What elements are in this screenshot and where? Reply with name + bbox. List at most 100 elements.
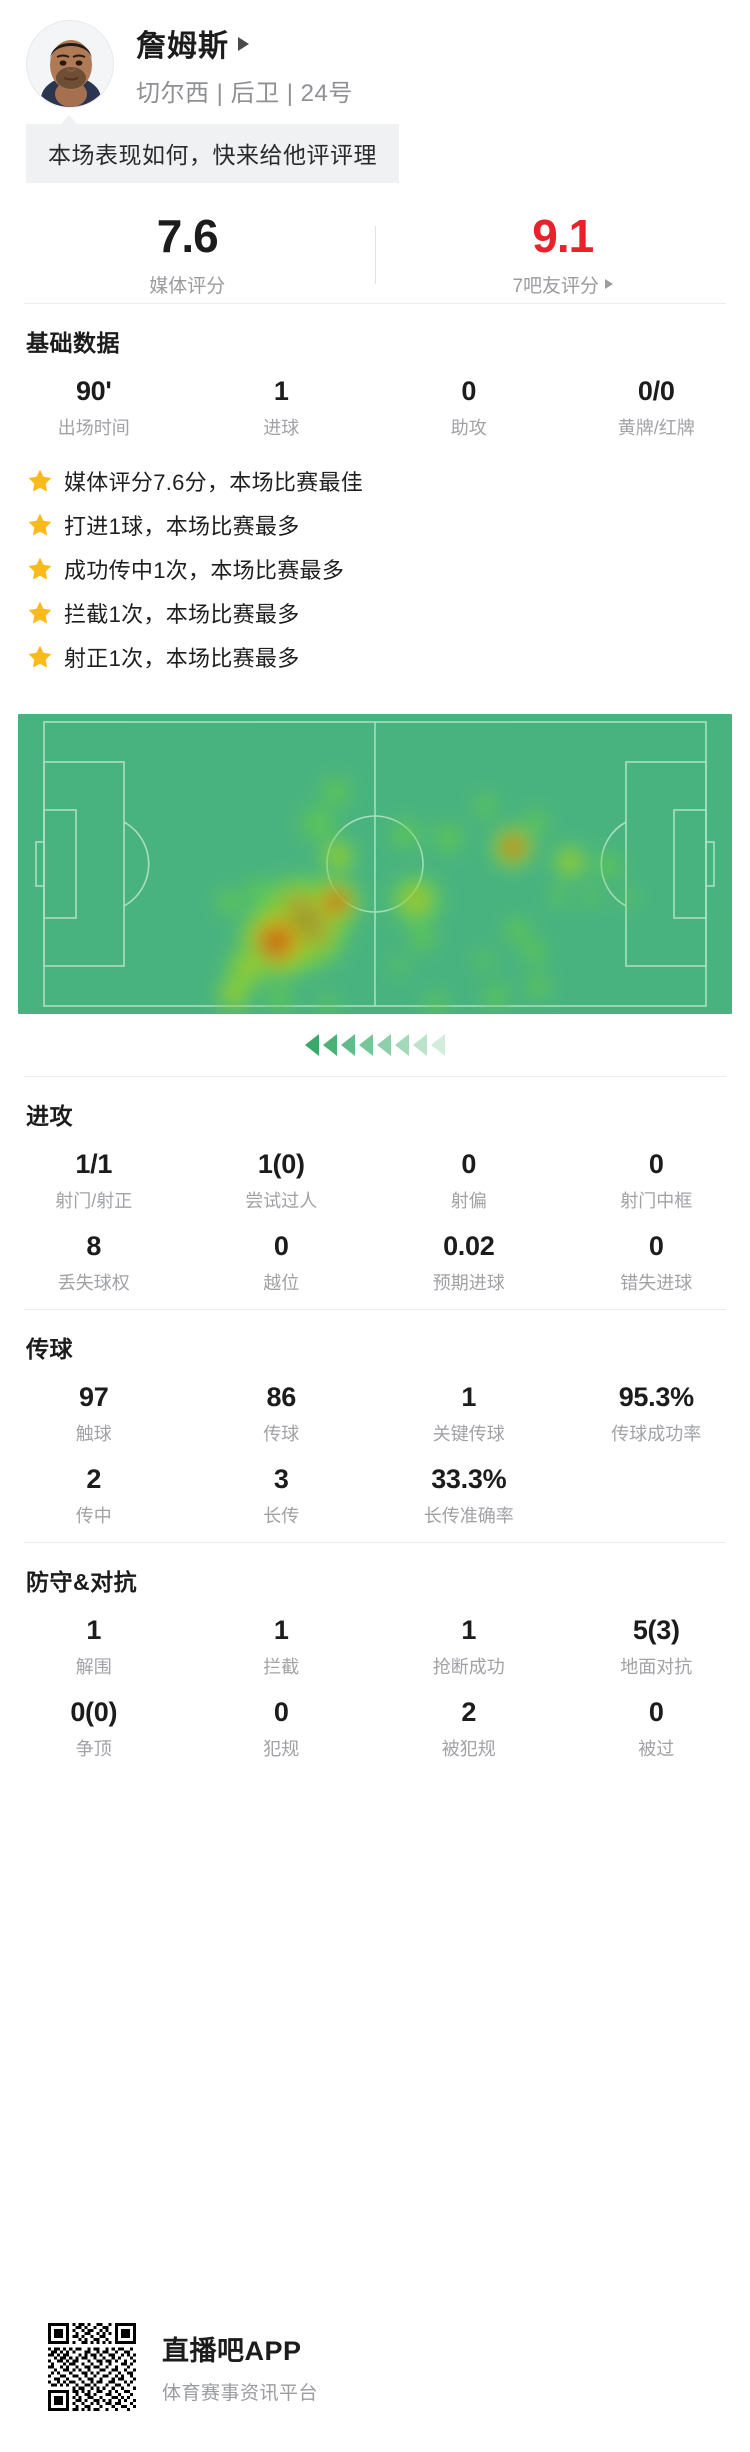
stat-cell: 97 触球 xyxy=(0,1378,188,1460)
defense-stats-row-2: 0(0) 争顶 0 犯规 2 被犯规 0 被过 xyxy=(0,1693,750,1775)
ratings-row: 7.6 媒体评分 9.1 7吧友评分 xyxy=(0,207,750,303)
stat-cell: 1 关键传球 xyxy=(375,1378,563,1460)
section-title-basic: 基础数据 xyxy=(26,330,120,356)
player-heatmap xyxy=(18,714,732,1015)
stat-cell: 0 越位 xyxy=(188,1227,376,1309)
list-item: 打进1球，本场比赛最多 xyxy=(26,504,750,546)
stat-value: 1(0) xyxy=(257,1149,305,1180)
stat-cell: 5(3) 地面对抗 xyxy=(563,1611,750,1693)
stat-value: 33.3% xyxy=(431,1464,507,1495)
stat-value: 95.3% xyxy=(618,1382,694,1413)
stat-label: 进球 xyxy=(263,418,300,439)
highlights-list: 媒体评分7.6分，本场比赛最佳 打进1球，本场比赛最多 成功传中1次，本场比赛最… xyxy=(0,454,750,684)
passing-stats-row-1: 97 触球 86 传球 1 关键传球 95.3% 传球成功率 xyxy=(0,1378,750,1460)
stat-label: 预期进球 xyxy=(432,1273,505,1294)
section-title-passing: 传球 xyxy=(26,1336,73,1363)
stat-cell: 1 拦截 xyxy=(188,1611,376,1693)
chevron-right-icon[interactable] xyxy=(238,37,249,51)
highlight-text: 打进1球，本场比赛最多 xyxy=(64,514,300,540)
stat-label: 抢断成功 xyxy=(432,1657,505,1678)
stat-cell: 2 被犯规 xyxy=(375,1693,563,1775)
star-icon xyxy=(28,645,52,668)
chevron-left-icon xyxy=(377,1034,391,1057)
stat-value: 90' xyxy=(75,376,112,406)
divider xyxy=(24,1542,726,1544)
stat-label: 射门中框 xyxy=(620,1191,693,1212)
stat-value: 97 xyxy=(79,1382,109,1413)
highlight-text: 媒体评分7.6分，本场比赛最佳 xyxy=(64,470,364,496)
list-item: 拦截1次，本场比赛最多 xyxy=(26,592,750,634)
star-icon xyxy=(28,469,52,492)
chevron-left-icon xyxy=(341,1034,355,1057)
stat-label: 射偏 xyxy=(450,1191,487,1212)
stat-value: 0 xyxy=(648,1697,664,1728)
stat-value: 86 xyxy=(266,1382,297,1413)
fan-rating-label: 7吧友评分 xyxy=(512,275,600,297)
stat-cell: 1 进球 xyxy=(188,372,376,454)
stat-value: 0 xyxy=(648,1149,664,1180)
stat-value: 0 xyxy=(648,1231,664,1262)
stat-value: 5(3) xyxy=(632,1615,680,1646)
stat-cell: 0.02 预期进球 xyxy=(375,1227,563,1309)
stat-label: 射门/射正 xyxy=(55,1191,133,1212)
media-rating: 7.6 媒体评分 xyxy=(0,213,375,298)
stat-cell: 1(0) 尝试过人 xyxy=(188,1145,376,1227)
highlight-text: 射正1次，本场比赛最多 xyxy=(64,646,300,672)
stat-label: 关键传球 xyxy=(432,1424,505,1445)
media-rating-label: 媒体评分 xyxy=(149,275,226,297)
stat-value: 0 xyxy=(273,1231,289,1262)
app-footer: 直播吧APP 体育赛事资讯平台 xyxy=(0,2282,750,2452)
stat-label: 拦截 xyxy=(263,1657,300,1678)
stat-cell-empty xyxy=(563,1460,750,1542)
stat-label: 解围 xyxy=(75,1657,112,1678)
stat-value: 1 xyxy=(273,1615,289,1646)
player-header: 詹姆斯 切尔西 | 后卫 | 24号 xyxy=(0,0,750,110)
chevron-right-icon[interactable] xyxy=(605,279,614,289)
passing-stats-row-2: 2 传中 3 长传 33.3% 长传准确率 xyxy=(0,1460,750,1542)
star-icon xyxy=(28,601,52,624)
stat-label: 丢失球权 xyxy=(57,1273,130,1294)
stat-label: 传球 xyxy=(263,1424,300,1445)
basic-stats-row: 90' 出场时间 1 进球 0 助攻 0/0 黄牌/红牌 xyxy=(0,372,750,454)
avatar-photo xyxy=(27,21,113,107)
stat-label: 传球成功率 xyxy=(611,1424,702,1445)
divider xyxy=(24,1309,726,1311)
stat-value: 3 xyxy=(273,1464,289,1495)
stat-cell: 0 被过 xyxy=(563,1693,750,1775)
chevron-left-icon xyxy=(413,1034,427,1057)
avatar[interactable] xyxy=(26,20,114,108)
stat-label: 被过 xyxy=(638,1739,675,1760)
stat-label: 错失进球 xyxy=(620,1273,693,1294)
stat-cell: 0 助攻 xyxy=(375,372,563,454)
media-rating-value: 7.6 xyxy=(156,209,219,262)
fan-rating-value: 9.1 xyxy=(532,209,594,262)
stat-value: 0.02 xyxy=(443,1231,495,1262)
rate-prompt[interactable]: 本场表现如何，快来给他评评理 xyxy=(26,115,399,183)
fan-rating[interactable]: 9.1 7吧友评分 xyxy=(376,213,750,298)
app-name: 直播吧APP xyxy=(162,2336,302,2366)
section-title-attack: 进攻 xyxy=(26,1103,73,1130)
attack-stats-row-1: 1/1 射门/射正 1(0) 尝试过人 0 射偏 0 射门中框 xyxy=(0,1145,750,1227)
heatmap-section xyxy=(18,714,732,1062)
stat-value: 0 xyxy=(461,1149,477,1180)
stat-value: 1 xyxy=(461,1615,477,1646)
stat-cell: 2 传中 xyxy=(0,1460,188,1542)
highlight-text: 拦截1次，本场比赛最多 xyxy=(64,602,300,628)
chevron-left-icon xyxy=(305,1034,319,1057)
stat-label: 触球 xyxy=(75,1424,112,1445)
stat-label: 尝试过人 xyxy=(245,1191,318,1212)
stat-cell: 0 射门中框 xyxy=(563,1145,750,1227)
stat-label: 传中 xyxy=(75,1506,112,1527)
page-title: 詹姆斯 xyxy=(136,29,229,63)
direction-indicator xyxy=(18,1028,732,1062)
stat-value: 1/1 xyxy=(75,1149,113,1180)
stat-cell: 0/0 黄牌/红牌 xyxy=(563,372,750,454)
stat-cell: 0(0) 争顶 xyxy=(0,1693,188,1775)
qr-code-icon[interactable] xyxy=(48,2323,136,2411)
stat-cell: 90' 出场时间 xyxy=(0,372,188,454)
list-item: 射正1次，本场比赛最多 xyxy=(26,636,750,678)
chevron-left-icon xyxy=(431,1034,445,1057)
stat-cell: 86 传球 xyxy=(188,1378,376,1460)
divider xyxy=(24,1076,726,1078)
stat-cell: 3 长传 xyxy=(188,1460,376,1542)
